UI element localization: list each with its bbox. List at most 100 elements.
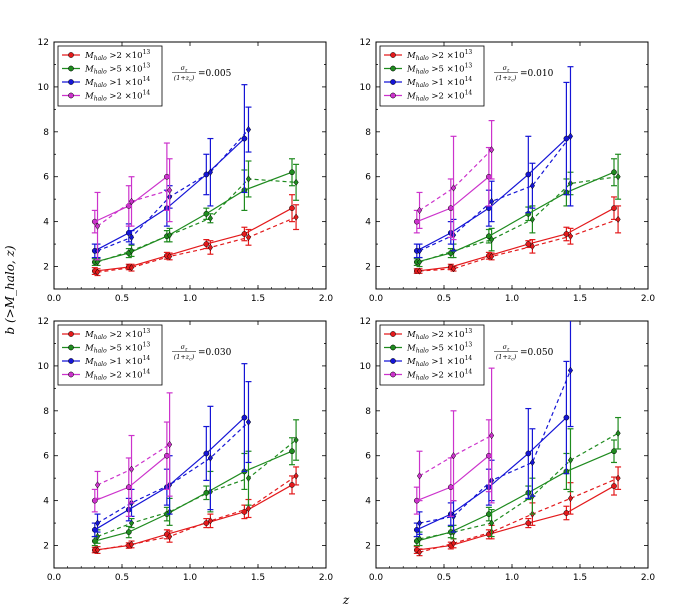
data-point [94, 222, 101, 230]
annotation-numerator: σz [181, 64, 188, 74]
x-tick-label: 1.0 [505, 294, 520, 304]
data-point [293, 178, 299, 186]
x-tick-label: 0.5 [115, 294, 129, 304]
data-point [94, 546, 101, 554]
x-tick-label: 1.5 [251, 573, 265, 583]
data-point [245, 418, 252, 426]
legend-marker [68, 371, 74, 378]
data-point [567, 232, 574, 240]
y-tick-label: 10 [38, 83, 50, 93]
data-point [416, 206, 423, 215]
y-tick-label: 12 [360, 317, 371, 327]
data-point [289, 169, 295, 176]
data-point [488, 146, 495, 154]
y-tick-label: 8 [43, 407, 49, 417]
y-tick-label: 8 [43, 128, 49, 138]
data-point [567, 132, 574, 140]
legend-marker [390, 331, 396, 337]
x-tick-label: 1.5 [573, 294, 587, 304]
legend-label: Mhalo >1 ×1014 [84, 355, 150, 368]
data-point [413, 218, 420, 225]
annotation-denominator: (1+zc) [174, 353, 195, 363]
y-tick-label: 6 [43, 452, 49, 462]
x-tick-label: 0.5 [115, 573, 129, 583]
data-point [413, 526, 420, 533]
data-point [416, 519, 423, 527]
data-point [488, 235, 495, 244]
data-point [563, 414, 570, 421]
series-line [97, 439, 297, 538]
legend-label: Mhalo >2 ×1013 [406, 49, 472, 62]
data-point [529, 215, 536, 224]
y-tick-label: 8 [365, 407, 371, 417]
y-axis-label: b (>M_halo, z) [3, 245, 17, 334]
y-tick-label: 4 [43, 218, 49, 228]
x-tick-label: 1.0 [183, 294, 198, 304]
x-tick-label: 0.5 [437, 294, 451, 304]
data-point [611, 169, 617, 176]
series-line [416, 171, 615, 263]
data-point [416, 258, 423, 266]
data-point [611, 448, 617, 455]
data-point [450, 265, 457, 273]
y-tick-label: 6 [365, 452, 371, 462]
data-point [567, 366, 574, 375]
data-point [203, 241, 210, 247]
data-point [128, 264, 135, 272]
series-group [413, 321, 622, 557]
y-tick-label: 2 [365, 263, 371, 273]
data-point [416, 548, 423, 556]
series-line [419, 176, 619, 263]
data-point [289, 448, 295, 455]
legend-label: Mhalo >1 ×1014 [406, 355, 472, 368]
data-point [529, 458, 536, 467]
data-point [128, 519, 135, 527]
legend-marker [390, 79, 396, 85]
data-point [166, 231, 173, 239]
annotation-denominator: (1+zc) [174, 74, 195, 84]
data-point [94, 481, 101, 489]
data-point [615, 173, 621, 181]
series-line [97, 443, 170, 486]
data-point [529, 182, 536, 190]
data-point [525, 450, 532, 457]
x-tick-label: 2.0 [641, 573, 656, 583]
legend-marker [68, 92, 74, 99]
data-point [416, 247, 423, 255]
y-axis-label-text: b (>M_halo, z) [3, 245, 17, 334]
y-tick-label: 10 [38, 362, 50, 372]
legend-label: Mhalo >1 ×1014 [84, 76, 150, 89]
legend-marker [68, 65, 74, 72]
series-line [419, 135, 571, 252]
data-point [563, 231, 570, 237]
y-tick-label: 10 [360, 362, 372, 372]
data-point [611, 483, 617, 489]
series-group [413, 66, 622, 275]
y-tick-label: 8 [365, 128, 371, 138]
y-tick-label: 2 [365, 542, 371, 552]
data-point [245, 175, 252, 183]
data-point [488, 252, 495, 261]
data-point [203, 450, 210, 457]
data-point [125, 529, 132, 535]
x-tick-label: 1.5 [251, 294, 265, 304]
data-point [241, 509, 248, 515]
legend-label: Mhalo >5 ×1013 [406, 342, 472, 355]
series-line [419, 149, 493, 211]
legend-marker [390, 92, 396, 99]
data-point [166, 532, 173, 541]
y-tick-label: 12 [38, 38, 49, 48]
data-point [615, 215, 621, 224]
data-point [166, 186, 173, 194]
data-point [207, 243, 214, 252]
y-tick-label: 6 [43, 173, 49, 183]
data-point [567, 456, 574, 464]
annotation-numerator: σz [181, 343, 188, 353]
series-line [94, 207, 293, 272]
data-point [245, 474, 252, 482]
series-group [91, 84, 300, 277]
data-point [567, 494, 574, 503]
data-point [488, 197, 495, 206]
data-point [615, 429, 621, 437]
